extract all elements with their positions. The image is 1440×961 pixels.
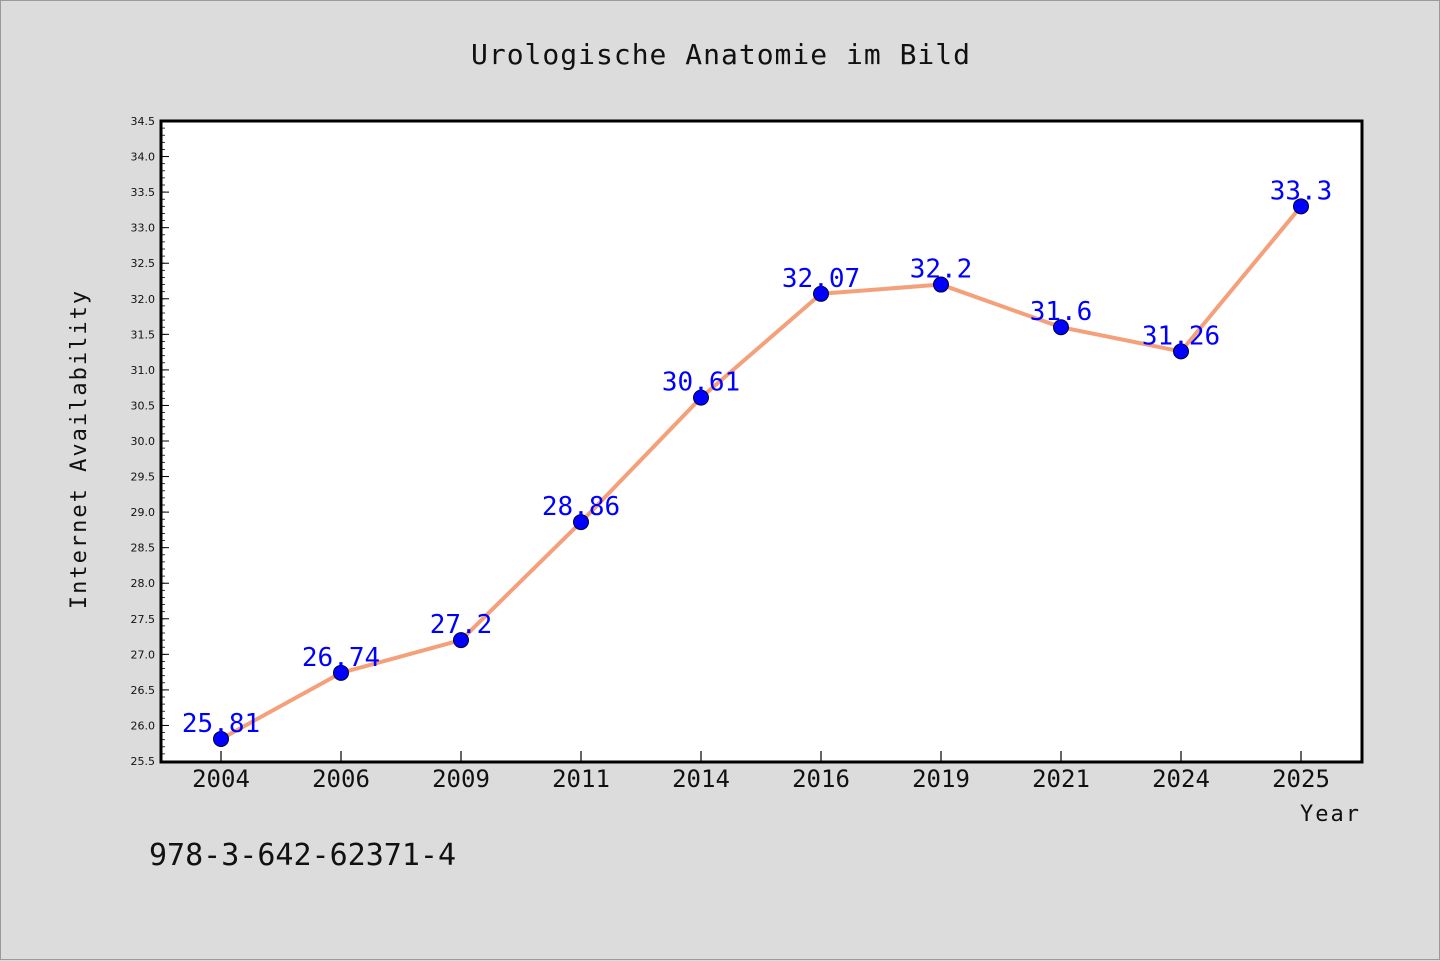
data-label: 32.07 xyxy=(782,264,860,294)
y-tick-label: 34.0 xyxy=(131,151,156,164)
x-tick-label: 2011 xyxy=(552,765,610,793)
y-tick-label: 32.5 xyxy=(131,257,156,270)
y-tick-label: 32.0 xyxy=(131,293,156,306)
data-label: 25.81 xyxy=(182,709,260,739)
y-tick-label: 33.5 xyxy=(131,186,156,199)
data-label: 32.2 xyxy=(910,255,973,285)
data-point xyxy=(573,514,589,531)
x-tick-label: 2016 xyxy=(792,765,850,793)
data-point xyxy=(333,664,349,681)
y-tick-label: 33.0 xyxy=(131,222,156,235)
data-point xyxy=(933,276,949,293)
data-label: 31.6 xyxy=(1030,297,1093,327)
y-tick-label: 34.5 xyxy=(131,115,156,128)
x-tick-label: 2009 xyxy=(432,765,490,793)
data-markers xyxy=(213,198,1309,747)
data-point xyxy=(693,389,709,406)
y-tick-label: 28.5 xyxy=(131,542,156,555)
plot-area xyxy=(159,119,1364,764)
data-labels: 25.81 26.74 27.2 28.86 30.61 32.07 32.2 31.6 31.… xyxy=(182,176,1332,739)
y-tick-label: 28.0 xyxy=(131,577,156,590)
y-tick-label: 31.5 xyxy=(131,328,156,341)
y-axis-label: Internet Availability xyxy=(67,289,92,609)
isbn-text: 978-3-642-62371-4 xyxy=(149,838,456,873)
y-tick-label: 30.5 xyxy=(131,399,156,412)
x-tick-label: 2021 xyxy=(1032,765,1090,793)
data-label: 28.86 xyxy=(542,492,620,522)
data-point xyxy=(1053,319,1069,336)
data-point xyxy=(813,285,829,302)
x-tick-label: 2025 xyxy=(1272,765,1330,793)
x-tick-label: 2014 xyxy=(672,765,730,793)
y-tick-label: 31.0 xyxy=(131,364,156,377)
y-tick-label: 27.5 xyxy=(131,613,156,626)
x-tick-label: 2024 xyxy=(1152,765,1210,793)
data-label: 31.26 xyxy=(1142,321,1220,351)
y-tick-label: 26.5 xyxy=(131,684,156,697)
x-tick-label: 2004 xyxy=(192,765,250,793)
data-label: 33.3 xyxy=(1270,176,1333,206)
series-line-group xyxy=(219,204,1303,741)
y-tick-label: 26.0 xyxy=(131,719,156,732)
y-tick-label: 29.0 xyxy=(131,506,156,519)
data-point xyxy=(1173,343,1189,360)
y-tick-label: 30.0 xyxy=(131,435,156,448)
y-tick-label: 27.0 xyxy=(131,648,156,661)
series-line xyxy=(219,204,1303,741)
x-axis-ticks: 2004 2006 2009 2011 2014 2016 2019 2021 2024 2025 xyxy=(192,751,1330,793)
y-axis-ticks: 25.5 26.0 26.5 27.0 27.5 28.0 28.5 29.0 29.5 30.0… xyxy=(131,115,169,768)
data-label: 26.74 xyxy=(302,643,380,673)
data-point xyxy=(213,730,229,747)
data-label: 27.2 xyxy=(430,610,493,640)
data-point xyxy=(1293,198,1309,215)
chart-title: Urologische Anatomie im Bild xyxy=(471,38,971,71)
y-tick-label: 29.5 xyxy=(131,471,156,484)
y-tick-label: 25.5 xyxy=(131,755,156,768)
data-label: 30.61 xyxy=(662,368,740,398)
data-point xyxy=(453,632,469,649)
x-tick-label: 2019 xyxy=(912,765,970,793)
x-axis-label: Year xyxy=(1300,802,1361,827)
x-tick-label: 2006 xyxy=(312,765,370,793)
